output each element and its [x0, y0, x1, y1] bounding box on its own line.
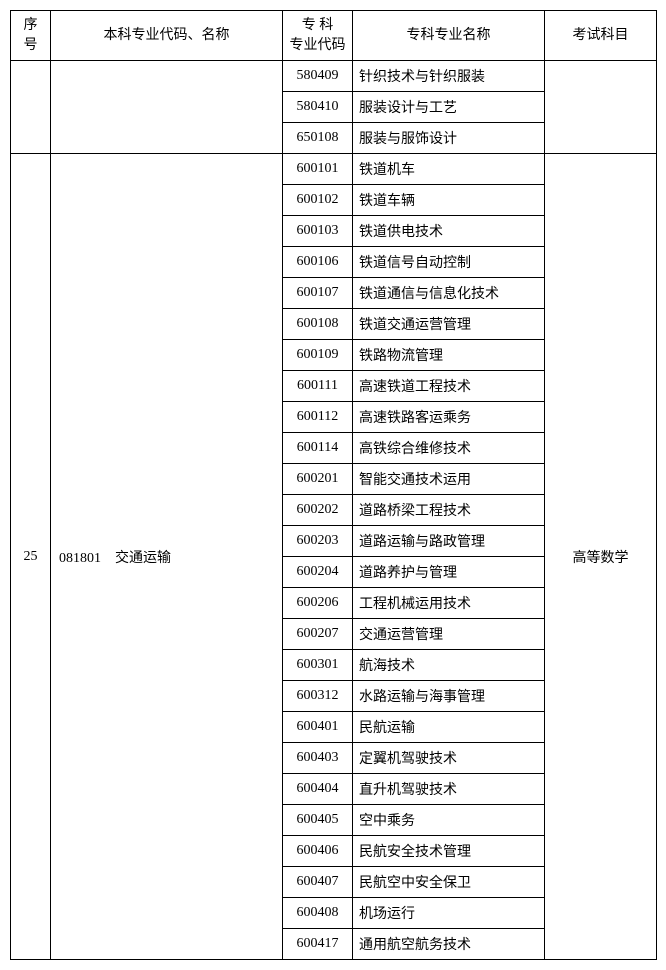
- spec-name-cell: 高速铁道工程技术: [353, 371, 545, 402]
- header-row: 序号 本科专业代码、名称 专 科 专业代码 专科专业名称 考试科目: [11, 11, 657, 61]
- spec-code-cell: 600101: [283, 154, 353, 185]
- exam-cell: [545, 61, 657, 154]
- major-cell: 081801 交通运输: [51, 154, 283, 960]
- seq-cell: [11, 61, 51, 154]
- spec-code-cell: 600204: [283, 557, 353, 588]
- header-spec-code: 专 科 专业代码: [283, 11, 353, 61]
- spec-name-cell: 高速铁路客运乘务: [353, 402, 545, 433]
- spec-name-cell: 道路运输与路政管理: [353, 526, 545, 557]
- spec-code-cell: 650108: [283, 123, 353, 154]
- spec-name-cell: 铁路物流管理: [353, 340, 545, 371]
- majors-table: 序号 本科专业代码、名称 专 科 专业代码 专科专业名称 考试科目 580409…: [10, 10, 657, 960]
- spec-name-cell: 铁道供电技术: [353, 216, 545, 247]
- spec-name-cell: 道路桥梁工程技术: [353, 495, 545, 526]
- spec-code-cell: 600408: [283, 898, 353, 929]
- header-spec-name: 专科专业名称: [353, 11, 545, 61]
- spec-code-cell: 600406: [283, 836, 353, 867]
- spec-name-cell: 民航运输: [353, 712, 545, 743]
- spec-name-cell: 铁道通信与信息化技术: [353, 278, 545, 309]
- spec-name-cell: 民航安全技术管理: [353, 836, 545, 867]
- spec-code-cell: 600404: [283, 774, 353, 805]
- spec-name-cell: 工程机械运用技术: [353, 588, 545, 619]
- spec-code-cell: 580409: [283, 61, 353, 92]
- spec-code-cell: 600107: [283, 278, 353, 309]
- spec-name-cell: 服装与服饰设计: [353, 123, 545, 154]
- spec-name-cell: 铁道机车: [353, 154, 545, 185]
- spec-name-cell: 道路养护与管理: [353, 557, 545, 588]
- spec-code-cell: 600111: [283, 371, 353, 402]
- spec-name-cell: 机场运行: [353, 898, 545, 929]
- header-seq: 序号: [11, 11, 51, 61]
- spec-code-cell: 600202: [283, 495, 353, 526]
- spec-name-cell: 高铁综合维修技术: [353, 433, 545, 464]
- spec-code-cell: 600407: [283, 867, 353, 898]
- major-cell: [51, 61, 283, 154]
- spec-name-cell: 水路运输与海事管理: [353, 681, 545, 712]
- table-row: 580409针织技术与针织服装: [11, 61, 657, 92]
- spec-name-cell: 交通运营管理: [353, 619, 545, 650]
- spec-name-cell: 针织技术与针织服装: [353, 61, 545, 92]
- header-exam: 考试科目: [545, 11, 657, 61]
- spec-name-cell: 服装设计与工艺: [353, 92, 545, 123]
- spec-code-cell: 600206: [283, 588, 353, 619]
- spec-code-cell: 600207: [283, 619, 353, 650]
- spec-name-cell: 民航空中安全保卫: [353, 867, 545, 898]
- spec-code-cell: 600403: [283, 743, 353, 774]
- spec-code-cell: 600203: [283, 526, 353, 557]
- spec-code-cell: 600405: [283, 805, 353, 836]
- spec-name-cell: 定翼机驾驶技术: [353, 743, 545, 774]
- spec-name-cell: 智能交通技术运用: [353, 464, 545, 495]
- spec-code-cell: 600312: [283, 681, 353, 712]
- spec-code-cell: 600109: [283, 340, 353, 371]
- spec-code-cell: 600417: [283, 929, 353, 960]
- spec-code-cell: 600108: [283, 309, 353, 340]
- spec-name-cell: 通用航空航务技术: [353, 929, 545, 960]
- spec-code-cell: 580410: [283, 92, 353, 123]
- exam-cell: 高等数学: [545, 154, 657, 960]
- table-body: 580409针织技术与针织服装580410服装设计与工艺650108服装与服饰设…: [11, 61, 657, 960]
- spec-code-cell: 600401: [283, 712, 353, 743]
- spec-code-cell: 600103: [283, 216, 353, 247]
- spec-code-cell: 600114: [283, 433, 353, 464]
- header-major: 本科专业代码、名称: [51, 11, 283, 61]
- table-row: 25081801 交通运输600101铁道机车高等数学: [11, 154, 657, 185]
- spec-name-cell: 空中乘务: [353, 805, 545, 836]
- seq-cell: 25: [11, 154, 51, 960]
- spec-name-cell: 铁道交通运营管理: [353, 309, 545, 340]
- spec-name-cell: 铁道信号自动控制: [353, 247, 545, 278]
- spec-code-cell: 600301: [283, 650, 353, 681]
- spec-code-cell: 600201: [283, 464, 353, 495]
- spec-code-cell: 600112: [283, 402, 353, 433]
- spec-code-cell: 600106: [283, 247, 353, 278]
- spec-name-cell: 航海技术: [353, 650, 545, 681]
- spec-name-cell: 铁道车辆: [353, 185, 545, 216]
- spec-code-cell: 600102: [283, 185, 353, 216]
- spec-name-cell: 直升机驾驶技术: [353, 774, 545, 805]
